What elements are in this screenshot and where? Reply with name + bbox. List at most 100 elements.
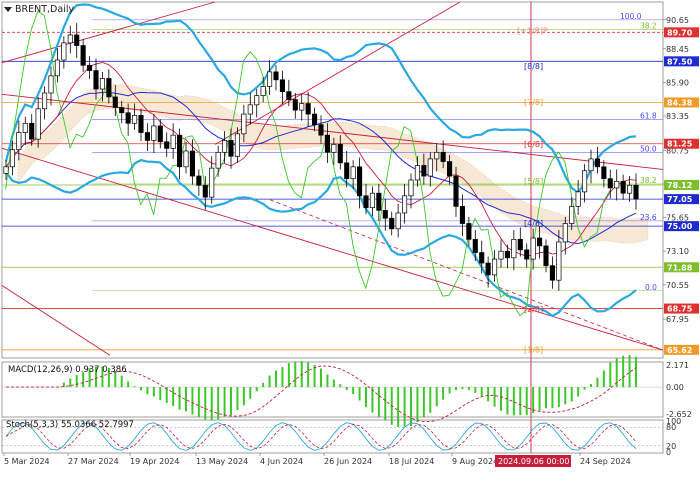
x-tick-label: 24 Sep 2024 [580, 457, 631, 466]
candle-body [112, 96, 118, 108]
candle-body [382, 209, 388, 219]
candle-body [144, 132, 150, 141]
candle-body [177, 134, 183, 168]
candle-body [517, 238, 523, 251]
candle-body [157, 125, 163, 143]
candle-body [344, 162, 350, 180]
candle-body [459, 206, 465, 224]
candle-body [99, 78, 105, 90]
candle-body [331, 144, 337, 153]
cursor-date-label: 2024.09.06 00:00 [498, 457, 569, 466]
uptrend-upper [1, 1, 216, 64]
fibo-label: 23.6 [640, 213, 657, 222]
candle-body [427, 158, 433, 177]
candle-body [614, 180, 620, 189]
candle-body [260, 86, 266, 96]
candle-body [151, 125, 157, 141]
murrey-label: [1/8] [524, 346, 543, 355]
y-tick-label: 75.65 [666, 214, 689, 223]
candle-body [627, 184, 633, 194]
y-tick-label: 80.75 [666, 146, 689, 155]
stoch-tick-label: 100 [666, 417, 681, 426]
price-badge-label: 89.70 [667, 28, 693, 37]
candle-body [279, 79, 285, 93]
bollinger-lower [5, 158, 637, 318]
triangle-down-icon [4, 7, 12, 12]
candle-body [228, 140, 234, 157]
candle-body [504, 250, 510, 259]
candle-body [74, 34, 80, 46]
candle-body [350, 166, 356, 180]
candle-body [183, 150, 189, 168]
candle-body [588, 158, 594, 172]
murrey-label: [+1/8]P [517, 27, 548, 36]
price-badge-label: 81.25 [667, 140, 693, 149]
macd-panel-border [1, 361, 664, 418]
candle-body [132, 115, 138, 124]
candle-body [575, 191, 581, 207]
uptrend-lower [214, 1, 461, 145]
candle-body [9, 149, 15, 168]
price-badge-label: 87.50 [667, 57, 693, 66]
candle-body [562, 223, 568, 243]
candle-body [3, 166, 9, 174]
bollinger-upper [4, 3, 637, 195]
y-tick-label: 90.65 [666, 16, 689, 25]
fibo-label: 38.2 [640, 22, 657, 31]
candle-body [363, 195, 369, 209]
stoch-panel-border [1, 419, 664, 454]
fibo-label: 61.8 [640, 111, 657, 120]
candle-body [421, 165, 427, 177]
candle-body [492, 258, 498, 276]
candle-body [119, 107, 125, 114]
candle-body [196, 175, 202, 186]
candle-body [292, 99, 298, 111]
channel-mid [269, 199, 664, 351]
candle-body [29, 122, 35, 140]
stoch-tick-label: 80 [666, 423, 676, 432]
candle-body [511, 238, 517, 259]
candle-body [61, 42, 67, 61]
candle-body [170, 134, 176, 149]
candle-body [93, 70, 99, 90]
candle-body [54, 59, 60, 77]
candle-body [22, 122, 28, 133]
candle-body [222, 140, 228, 153]
price-badge-bg [664, 303, 699, 314]
candle-body [42, 92, 48, 110]
price-badge-bg [664, 221, 699, 232]
candle-body [414, 165, 420, 181]
candle-body [312, 113, 318, 125]
candle-body [453, 175, 459, 207]
y-tick-label: 88.45 [666, 45, 689, 54]
chart-title: BRENT,Daily [15, 4, 74, 15]
candle-body [138, 115, 144, 133]
channel-upper [1, 93, 664, 170]
candle-body [530, 237, 536, 260]
symbol-header: BRENT,Daily [4, 4, 74, 15]
ichimoku-cloud [17, 84, 649, 244]
y-tick-label: 67.95 [666, 315, 689, 324]
candle-body [299, 103, 305, 111]
candle-body [472, 238, 478, 253]
candle-body [376, 192, 382, 211]
murrey-label: [6/8] [524, 140, 543, 149]
cursor-date-badge [495, 455, 571, 467]
candle-body [267, 71, 273, 87]
price-badge-bg [664, 180, 699, 191]
price-badge-bg [664, 56, 699, 67]
candle-body [209, 167, 215, 198]
candle-body [389, 217, 395, 230]
y-tick-label: 85.90 [666, 78, 689, 87]
candle-body [620, 180, 626, 194]
candle-body [447, 161, 453, 177]
price-badge-bg [664, 138, 699, 149]
candle-body [87, 64, 93, 71]
candle-body [369, 192, 375, 209]
candle-body [601, 166, 607, 180]
candle-body [402, 195, 408, 214]
main-panel-border [1, 1, 664, 359]
candle-body [479, 252, 485, 264]
price-badge-bg [664, 97, 699, 108]
